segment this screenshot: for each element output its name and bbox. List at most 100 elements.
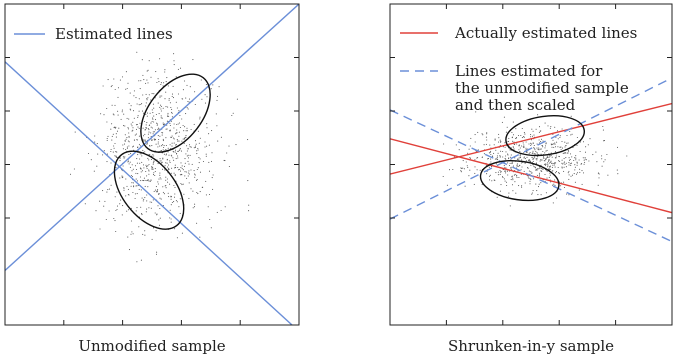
scatter-point [569, 130, 571, 132]
scatter-point [574, 157, 576, 159]
scatter-point [151, 145, 153, 147]
scatter-point [467, 152, 469, 154]
scatter-point [116, 130, 119, 132]
scatter-point [143, 120, 145, 123]
scatter-point [469, 158, 471, 160]
scatter-point [107, 189, 109, 191]
scatter-point [489, 151, 491, 153]
scatter-point [208, 133, 210, 135]
scatter-point [160, 160, 162, 162]
scatter-point [211, 130, 213, 132]
scatter-point [164, 69, 166, 71]
scatter-point [114, 196, 116, 198]
scatter-point [548, 166, 550, 168]
scatter-point [528, 160, 530, 162]
scatter-point [169, 144, 171, 146]
scatter-point [519, 147, 521, 149]
scatter-point [571, 156, 573, 158]
scatter-point [116, 208, 118, 211]
scatter-point [193, 123, 195, 125]
scatter-point [132, 145, 135, 147]
scatter-point [538, 174, 541, 176]
scatter-point [142, 94, 144, 96]
scatter-point [194, 203, 196, 205]
plot-frame-left [4, 3, 300, 326]
scatter-point [547, 164, 549, 166]
scatter-point [554, 143, 556, 145]
scatter-point [130, 153, 132, 155]
scatter-point [111, 123, 113, 125]
scatter-point [155, 191, 157, 193]
scatter-point [491, 180, 493, 182]
scatter-point [530, 134, 532, 136]
scatter-point [163, 82, 165, 84]
scatter-point [584, 158, 586, 160]
scatter-point [463, 168, 465, 170]
scatter-point [135, 97, 137, 99]
scatter-point [530, 139, 533, 141]
scatter-point [442, 175, 444, 178]
scatter-point [194, 146, 197, 148]
scatter-point [186, 84, 188, 86]
scatter-point [561, 159, 563, 161]
scatter-point [507, 140, 509, 142]
scatter-point [528, 177, 530, 179]
scatter-point [208, 144, 210, 146]
scatter-point [540, 153, 542, 155]
scatter-point [535, 158, 537, 160]
scatter-point [182, 124, 184, 127]
scatter-point [511, 161, 513, 163]
scatter-point [538, 183, 540, 185]
scatter-point [131, 130, 133, 132]
scatter-point [165, 144, 167, 147]
scatter-point [173, 142, 175, 144]
scatter-point [548, 176, 550, 178]
scatter-point [174, 175, 176, 177]
scatter-point [165, 162, 167, 164]
scatter-point [103, 150, 105, 152]
scatter-point [126, 117, 128, 119]
scatter-point [198, 157, 200, 159]
scatter-point [514, 143, 516, 146]
scatter-point [142, 112, 145, 114]
scatter-point [579, 141, 582, 143]
scatter-point [157, 127, 159, 129]
scatter-point [512, 140, 514, 142]
scatter-point [147, 133, 149, 135]
scatter-point [162, 149, 164, 151]
scatter-point [130, 123, 132, 125]
scatter-point [468, 175, 470, 177]
scatter-point [508, 164, 511, 167]
scatter-point [514, 181, 516, 183]
scatter-point [138, 98, 140, 100]
scatter-point [155, 143, 157, 145]
scatter-point [167, 166, 169, 168]
scatter-point [546, 156, 548, 158]
scatter-point [165, 179, 167, 181]
scatter-point [182, 138, 184, 140]
scatter-point [159, 174, 161, 176]
scatter-point [145, 170, 147, 173]
scatter-point [521, 159, 523, 161]
scatter-point [544, 160, 546, 162]
scatter-point [579, 171, 581, 173]
scatter-point [155, 253, 158, 255]
scatter-point [529, 180, 531, 182]
scatter-point [534, 167, 537, 169]
scatter-point [177, 68, 179, 70]
scatter-point [168, 115, 170, 118]
scatter-point [176, 123, 178, 126]
scatter-point [168, 154, 170, 156]
scatter-point [554, 157, 556, 159]
scatter-point [519, 151, 521, 153]
scatter-point [173, 127, 175, 129]
scatter-point [139, 167, 141, 169]
scatter-point [119, 79, 121, 81]
scatter-point [162, 138, 164, 140]
scatter-point [136, 158, 138, 160]
scatter-point [153, 93, 155, 95]
scatter-point [568, 159, 571, 161]
scatter-point [601, 155, 603, 157]
scatter-point [127, 127, 129, 129]
